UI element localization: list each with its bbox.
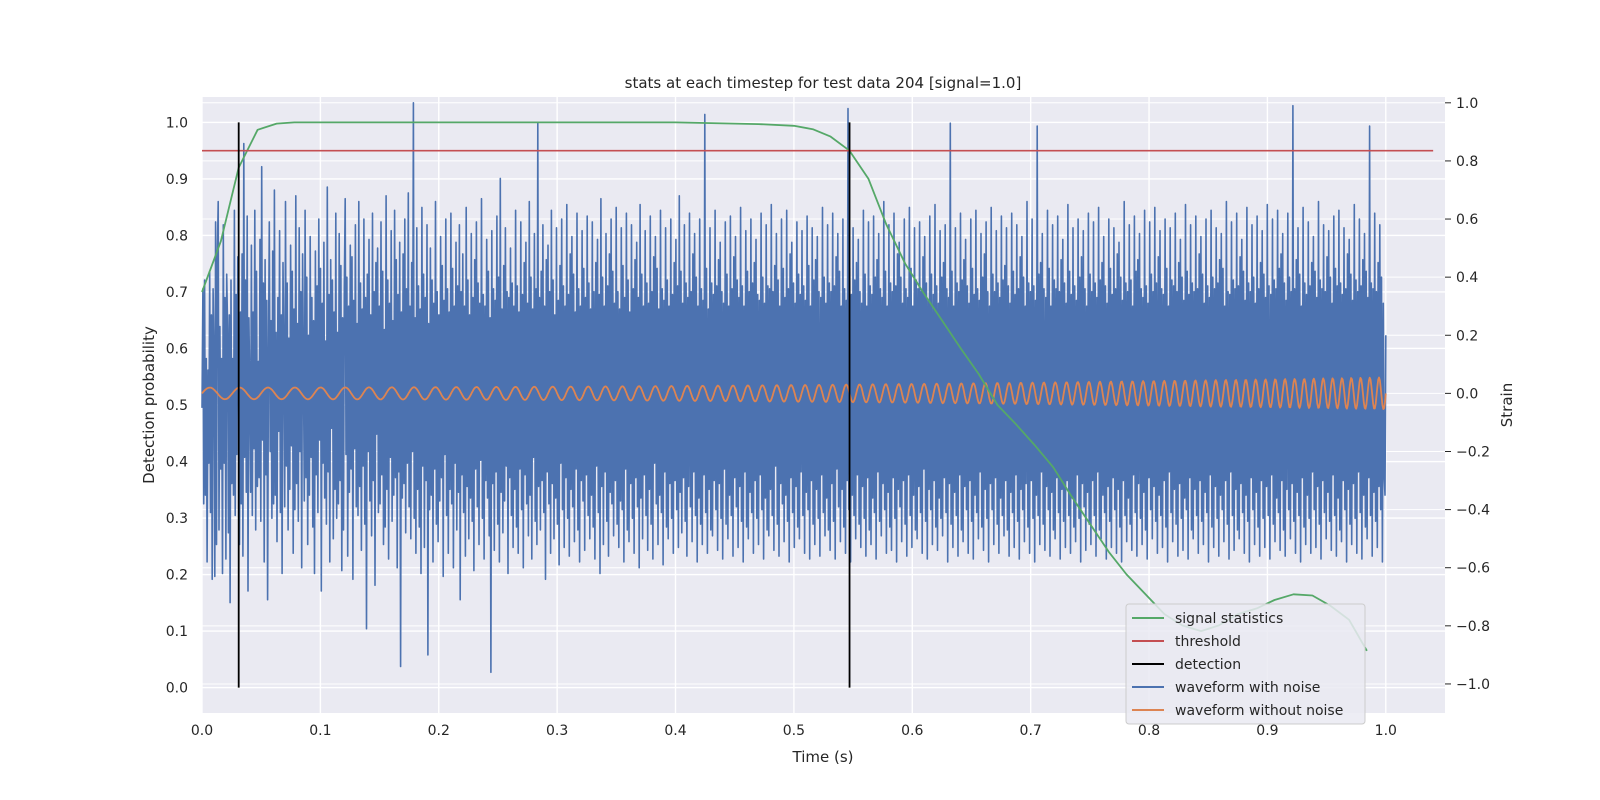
series-line-waveform-with-noise <box>201 102 1387 674</box>
y2-tick-label: 0.4 <box>1456 270 1478 286</box>
y2-axis-label: Strain <box>1498 383 1516 427</box>
y2-tick-label: 0.8 <box>1456 154 1478 170</box>
detection-lines <box>237 122 851 688</box>
y-tick-label: 0.8 <box>166 228 188 244</box>
y-tick-label: 0.0 <box>166 681 188 697</box>
y-tick-label: 0.3 <box>166 511 188 527</box>
y2-tick-label: −0.6 <box>1456 561 1490 577</box>
legend-label-threshold: threshold <box>1175 634 1241 650</box>
y-tick-label: 0.1 <box>166 624 188 640</box>
y2-tick-label: −0.2 <box>1456 444 1490 460</box>
y-tick-label: 0.4 <box>166 455 188 471</box>
legend-label-waveform-without-noise: waveform without noise <box>1175 703 1343 719</box>
y-tick-label: 0.9 <box>166 172 188 188</box>
y2-axis-ticks: −1.0 −0.8 −0.6 −0.4 −0.2 0.0 0.2 0.4 0.6 0.8 1.0 <box>1445 96 1490 693</box>
x-tick-label: 0.2 <box>428 723 450 739</box>
x-tick-label: 0.3 <box>546 723 568 739</box>
y-tick-label: 0.2 <box>166 568 188 584</box>
y-tick-label: 0.5 <box>166 398 188 414</box>
y2-tick-label: 0.6 <box>1456 212 1478 228</box>
y-axis-ticks: 0.0 0.1 0.2 0.3 0.4 0.5 0.6 0.7 0.8 0.9 1.0 <box>166 115 188 696</box>
legend-label-waveform-with-noise: waveform with noise <box>1175 680 1320 696</box>
x-tick-label: 0.1 <box>309 723 331 739</box>
legend-label-signal-statistics: signal statistics <box>1175 611 1283 627</box>
x-tick-label: 0.8 <box>1138 723 1160 739</box>
x-tick-label: 0.0 <box>191 723 213 739</box>
y-tick-label: 0.6 <box>166 341 188 357</box>
x-axis-ticks: 0.0 0.1 0.2 0.3 0.4 0.5 0.6 0.7 0.8 0.9 1.0 <box>191 723 1397 739</box>
x-tick-label: 0.5 <box>783 723 805 739</box>
x-tick-label: 0.6 <box>901 723 923 739</box>
y-axis-label: Detection probability <box>140 326 158 484</box>
series-layer <box>201 102 1434 688</box>
legend-box <box>1125 603 1366 725</box>
x-tick-label: 0.7 <box>1020 723 1042 739</box>
x-tick-label: 0.4 <box>664 723 686 739</box>
series-line-waveform-without-noise <box>201 376 1387 411</box>
chart-title: stats at each timestep for test data 204… <box>625 74 1022 92</box>
y2-tick-label: 0.2 <box>1456 328 1478 344</box>
legend-label-detection: detection <box>1175 657 1241 673</box>
y2-tick-label: 0.0 <box>1456 386 1478 402</box>
y-tick-label: 1.0 <box>166 115 188 131</box>
y2-tick-label: −1.0 <box>1456 677 1490 693</box>
legend: signal statistics threshold detection wa… <box>1125 603 1366 725</box>
x-axis-label: Time (s) <box>792 748 854 766</box>
x-tick-label: 0.9 <box>1256 723 1278 739</box>
y2-tick-label: 1.0 <box>1456 96 1478 112</box>
x-tick-label: 1.0 <box>1375 723 1397 739</box>
y2-tick-label: −0.4 <box>1456 503 1490 519</box>
y-tick-label: 0.7 <box>166 285 188 301</box>
y2-tick-label: −0.8 <box>1456 619 1490 635</box>
